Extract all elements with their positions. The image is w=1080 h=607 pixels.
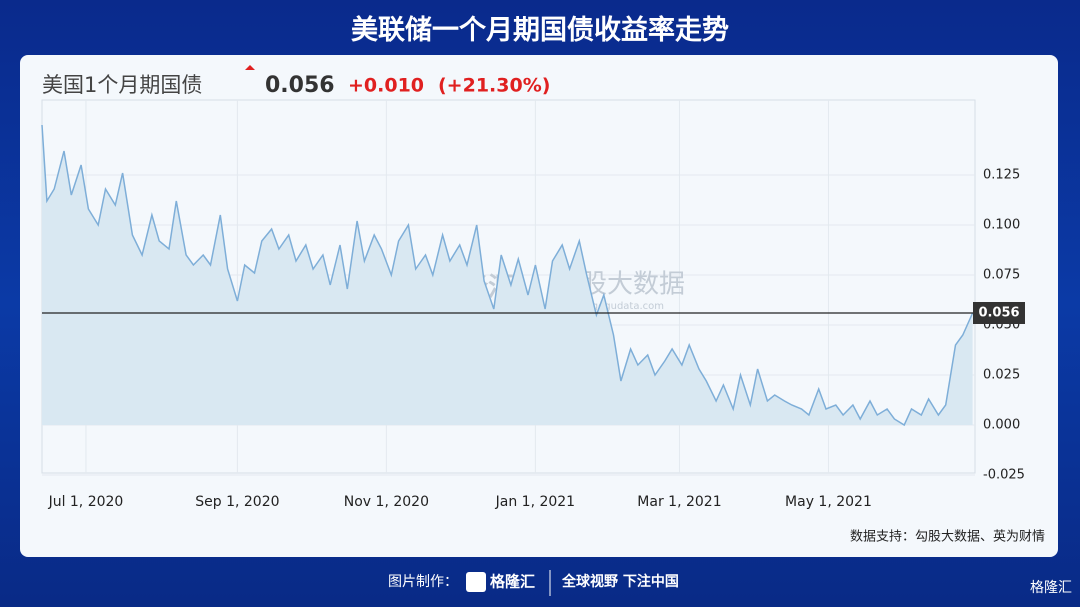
line xyxy=(41,124,974,427)
footer-slogan: 全球视野 下注中国 xyxy=(561,573,679,590)
y-tick-label: 0.000 xyxy=(983,418,1020,433)
x-tick-label: May 1, 2021 xyxy=(785,494,872,510)
reference-label-box xyxy=(973,302,1025,324)
x-tick-label: Mar 1, 2021 xyxy=(637,494,721,510)
page-title: 美联储一个月期国债收益率走势 xyxy=(351,15,729,46)
y-tick-label: 0.075 xyxy=(983,268,1020,283)
y-tick-label: -0.025 xyxy=(983,468,1025,483)
footer-made-by: 图片制作： xyxy=(388,574,458,590)
reference-label: 0.056 xyxy=(978,306,1019,321)
source: 数据支持：勾股大数据、英为财情 xyxy=(850,530,1045,545)
y-tick-label: 0.125 xyxy=(983,168,1020,183)
y-tick-label: 0.025 xyxy=(983,368,1020,383)
header-price: 0.056 xyxy=(265,73,335,98)
corner-brand: 格隆汇 xyxy=(1030,580,1072,596)
x-tick-label: Sep 1, 2020 xyxy=(195,494,279,510)
x-tick-label: Jul 1, 2020 xyxy=(48,494,124,510)
x-tick-label: Jan 1, 2021 xyxy=(495,494,575,510)
up-arrow xyxy=(245,65,255,70)
header-change: +0.010 xyxy=(348,75,424,97)
footer-brand: 格隆汇 xyxy=(490,573,535,591)
header-name: 美国1个月期国债 xyxy=(42,73,202,97)
y-tick-label: 0.100 xyxy=(983,218,1020,233)
watermark-data-url: www.gogudata.com xyxy=(565,301,664,312)
header-change-pct: (+21.30%) xyxy=(438,75,550,97)
x-tick-label: Nov 1, 2020 xyxy=(344,494,429,510)
footer-logo xyxy=(466,572,486,592)
